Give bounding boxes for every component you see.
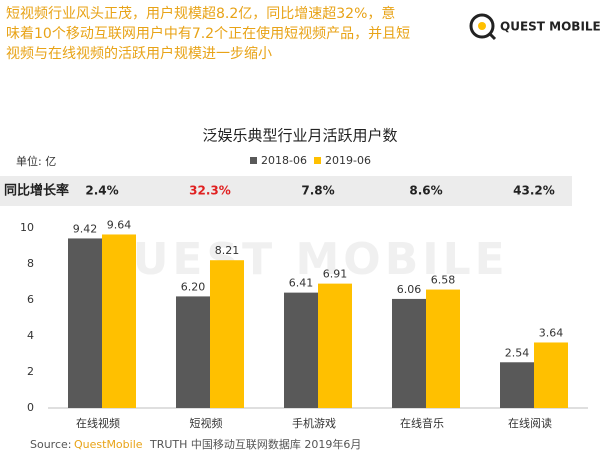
- legend-swatch: [250, 157, 257, 164]
- y-tick-label: 6: [27, 293, 34, 306]
- data-label: 9.42: [73, 222, 98, 235]
- data-label: 8.21: [215, 244, 240, 257]
- bar: [318, 283, 352, 408]
- growth-row: [0, 176, 572, 206]
- growth-value: 7.8%: [301, 184, 334, 198]
- y-tick-label: 10: [20, 221, 34, 234]
- x-tick-label: 在线阅读: [508, 416, 552, 430]
- chart-title: 泛娱乐典型行业月活跃用户数: [202, 127, 397, 145]
- growth-value: 2.4%: [85, 184, 118, 198]
- bar: [102, 234, 136, 408]
- bar: [534, 342, 568, 408]
- y-tick-label: 2: [27, 365, 34, 378]
- watermark: QUEST MOBILE: [91, 234, 508, 285]
- x-tick-label: 在线音乐: [400, 416, 444, 430]
- unit-label: 单位: 亿: [16, 154, 56, 168]
- y-tick-label: 4: [27, 329, 34, 342]
- data-label: 2.54: [505, 346, 530, 359]
- bar: [210, 260, 244, 408]
- data-label: 6.58: [431, 274, 456, 287]
- header-line: 视频与在线视频的活跃用户规模进一步缩小: [6, 45, 272, 62]
- legend-label: 2019-06: [325, 154, 371, 167]
- source-brand: QuestMobile: [74, 438, 143, 451]
- x-tick-label: 在线视频: [76, 416, 120, 430]
- x-tick-label: 短视频: [190, 416, 223, 430]
- x-tick-label: 手机游戏: [292, 416, 336, 430]
- bar: [176, 296, 210, 408]
- bar: [68, 238, 102, 408]
- bar: [500, 362, 534, 408]
- header-line: 味着10个移动互联网用户中有7.2个正在使用短视频产品，并且短: [6, 25, 410, 42]
- legend-swatch: [314, 157, 321, 164]
- data-label: 9.64: [107, 218, 132, 231]
- growth-label: 同比增长率: [4, 183, 69, 199]
- logo-text: QUEST MOBILE: [500, 20, 600, 34]
- legend-label: 2018-06: [261, 154, 307, 167]
- y-tick-label: 8: [27, 257, 34, 270]
- header-line: 短视频行业风头正茂，用户规模超8.2亿，同比增速超32%，意: [6, 5, 395, 22]
- y-tick-label: 0: [27, 401, 34, 414]
- source-label: Source:: [30, 438, 72, 451]
- source-text: TRUTH 中国移动互联网数据库 2019年6月: [149, 437, 361, 451]
- data-label: 3.64: [539, 326, 564, 339]
- bar: [392, 298, 426, 408]
- data-label: 6.91: [323, 268, 348, 281]
- bar: [284, 292, 318, 408]
- growth-value: 32.3%: [189, 184, 231, 198]
- bar: [426, 289, 460, 408]
- data-label: 6.06: [397, 283, 422, 296]
- data-label: 6.41: [289, 277, 314, 290]
- growth-value: 43.2%: [513, 184, 555, 198]
- data-label: 6.20: [181, 280, 206, 293]
- growth-value: 8.6%: [409, 184, 442, 198]
- logo-icon: [469, 13, 497, 41]
